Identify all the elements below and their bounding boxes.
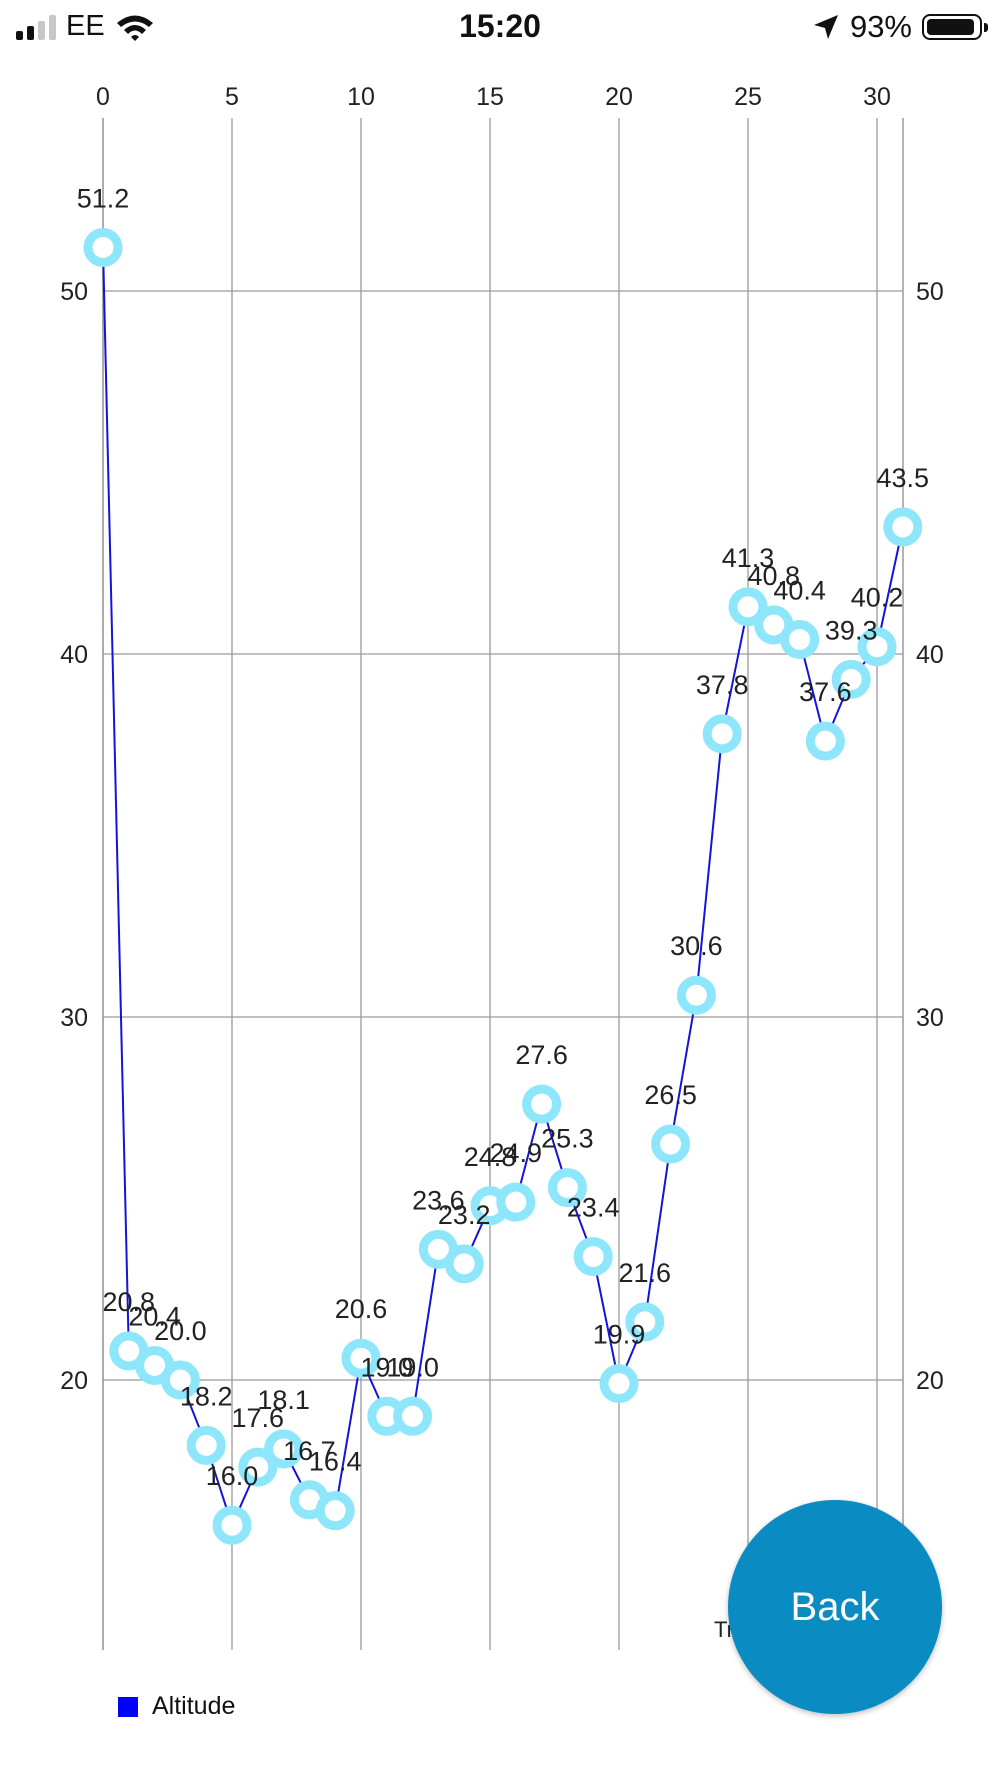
data-point (444, 1244, 484, 1284)
battery-icon (922, 14, 988, 40)
y-tick-label-right: 20 (916, 1367, 944, 1395)
data-label: 40.4 (773, 575, 826, 605)
data-label: 43.5 (877, 463, 930, 493)
data-label: 23.2 (438, 1200, 491, 1230)
data-point (728, 587, 768, 627)
data-point (393, 1396, 433, 1436)
status-bar: EE 15:20 93% (0, 0, 1000, 56)
data-point (702, 714, 742, 754)
data-label: 16.0 (206, 1461, 259, 1491)
data-point (212, 1505, 252, 1545)
location-arrow-icon (813, 15, 838, 39)
data-point (857, 627, 897, 667)
back-button[interactable]: Back (728, 1500, 942, 1714)
data-point (780, 619, 820, 659)
data-label: 23.6 (412, 1185, 465, 1215)
data-point (599, 1364, 639, 1404)
data-point (315, 1491, 355, 1531)
x-tick-label: 10 (347, 83, 375, 111)
y-tick-label-left: 20 (60, 1367, 88, 1395)
data-label: 20.6 (335, 1294, 388, 1324)
x-tick-label: 20 (605, 83, 633, 111)
data-label: 37.6 (799, 677, 852, 707)
data-label: 17.6 (232, 1403, 285, 1433)
status-time: 15:20 (459, 8, 541, 44)
data-label: 19.0 (386, 1352, 439, 1382)
x-tick-label: 30 (863, 83, 891, 111)
carrier-name: EE (66, 10, 105, 42)
x-tick-label: 15 (476, 83, 504, 111)
data-label: 16.7 (283, 1436, 336, 1466)
cellular-signal-icon (16, 14, 56, 40)
data-label: 26.5 (644, 1080, 697, 1110)
wifi-icon (116, 15, 153, 41)
y-tick-label-right: 40 (916, 641, 944, 669)
data-point (573, 1237, 613, 1277)
data-label: 19.9 (593, 1320, 646, 1350)
data-label: 21.6 (619, 1258, 672, 1288)
data-label: 27.6 (515, 1040, 568, 1070)
data-label: 37.8 (696, 670, 749, 700)
y-tick-label-right: 50 (916, 278, 944, 306)
y-tick-label-right: 30 (916, 1004, 944, 1032)
data-label: 20.4 (128, 1301, 181, 1331)
y-tick-label-left: 50 (60, 278, 88, 306)
x-tick-label: 25 (734, 83, 762, 111)
data-point (676, 975, 716, 1015)
data-label: 19.0 (361, 1352, 414, 1382)
data-label: 23.4 (567, 1193, 620, 1223)
data-label: 25.3 (541, 1124, 594, 1154)
data-label: 24.9 (490, 1138, 543, 1168)
data-label: 40.8 (748, 561, 801, 591)
data-point (341, 1338, 381, 1378)
data-label: 20.0 (154, 1316, 207, 1346)
data-point (883, 507, 923, 547)
data-label: 20.8 (103, 1287, 156, 1317)
data-point (186, 1425, 226, 1465)
data-label: 24.8 (464, 1142, 517, 1172)
legend-swatch (118, 1696, 138, 1717)
chart-legend: Altitude (118, 1692, 235, 1721)
x-tick-label: 0 (96, 83, 110, 111)
data-label: 18.1 (257, 1385, 310, 1415)
data-point (496, 1182, 536, 1222)
y-tick-label-left: 30 (60, 1004, 88, 1032)
data-point (625, 1302, 665, 1342)
status-left: EE (16, 10, 155, 43)
data-point (522, 1084, 562, 1124)
data-label: 40.2 (851, 583, 904, 613)
data-label: 41.3 (722, 543, 775, 573)
data-point (264, 1429, 304, 1469)
data-label: 16.4 (309, 1447, 362, 1477)
legend-label: Altitude (152, 1692, 236, 1720)
x-tick-label: 5 (225, 83, 239, 111)
data-label: 39.3 (825, 615, 878, 645)
data-point (831, 659, 871, 699)
data-point (651, 1124, 691, 1164)
altitude-series-line (102, 247, 904, 1528)
data-point (238, 1447, 278, 1487)
data-point (83, 227, 123, 267)
battery-percent: 93% (849, 9, 912, 44)
data-point (160, 1360, 200, 1400)
data-point (805, 721, 845, 761)
y-tick-label-left: 40 (60, 641, 88, 669)
data-label: 18.2 (180, 1381, 233, 1411)
data-label: 51.2 (77, 183, 130, 213)
data-label: 30.6 (670, 931, 723, 961)
data-point (547, 1168, 587, 1208)
status-right: 93% (812, 9, 988, 45)
